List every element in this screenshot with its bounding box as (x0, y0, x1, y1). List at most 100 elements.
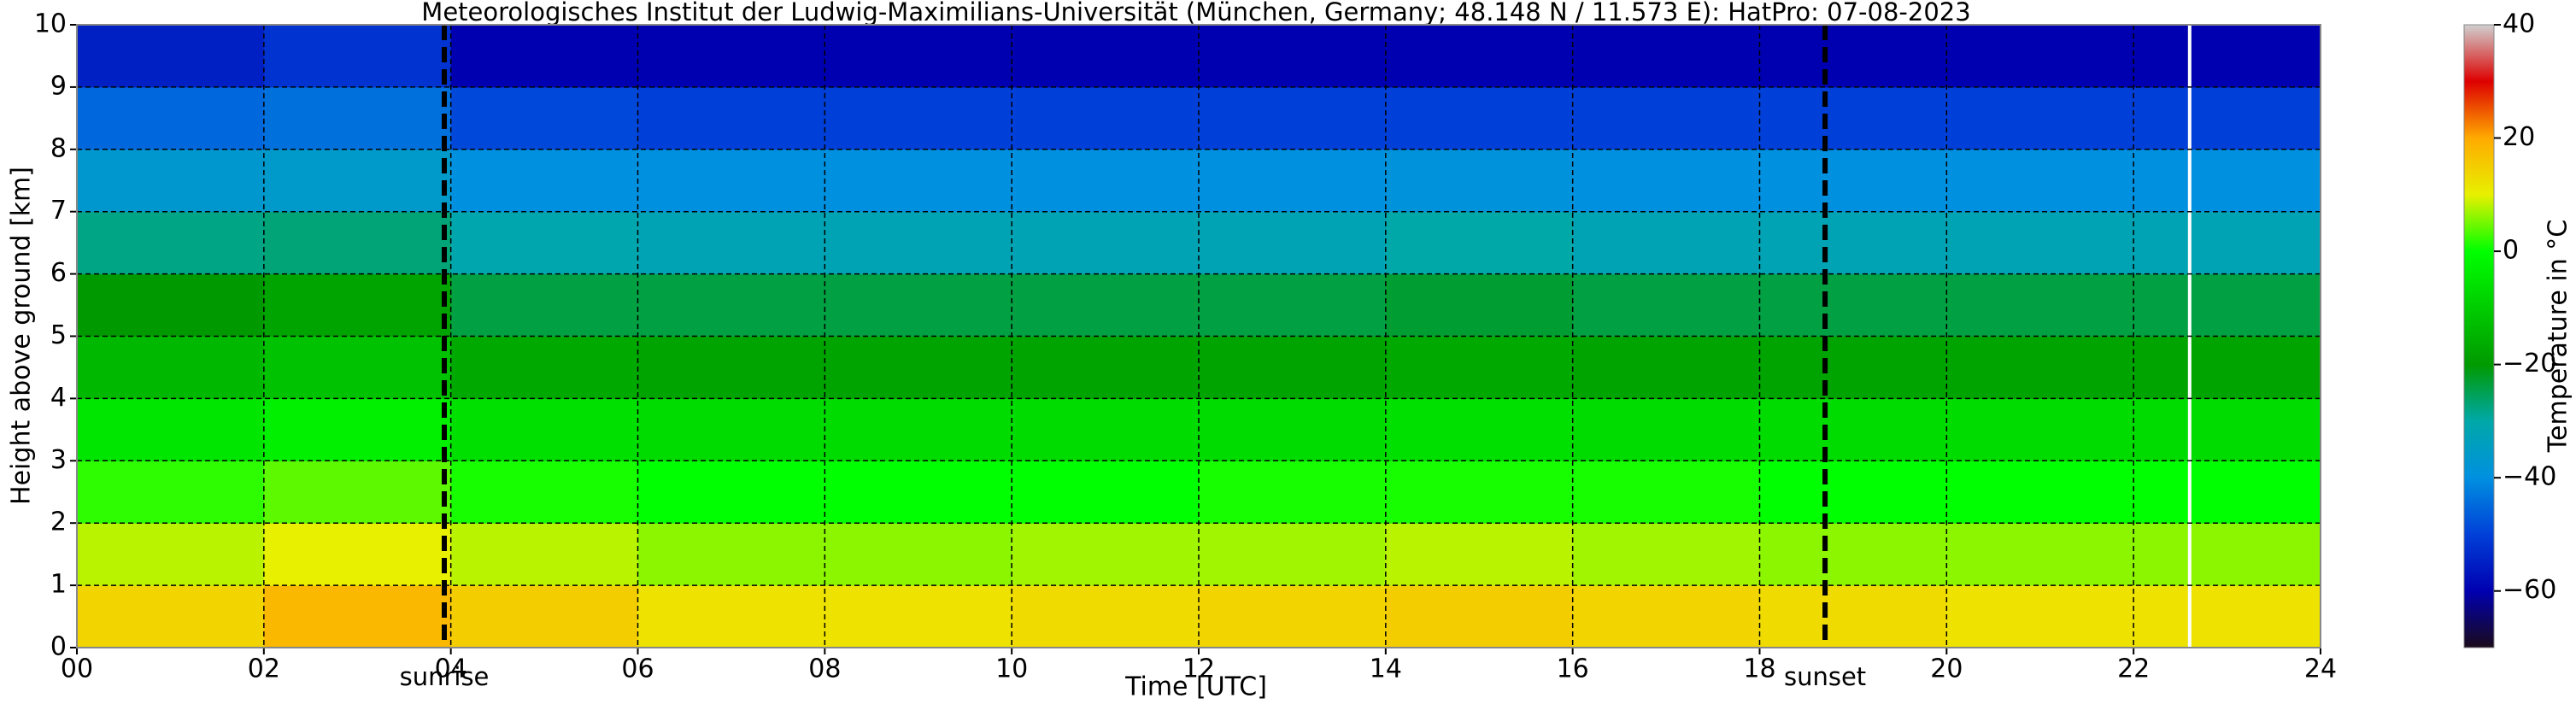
heatmap-cell (1385, 398, 1574, 461)
heatmap-cell (77, 86, 265, 150)
heatmap-cell (1012, 273, 1200, 337)
heatmap-cell (637, 149, 825, 213)
heatmap-cell (1572, 211, 1760, 275)
event-label: sunset (1784, 662, 1866, 691)
heatmap-cell (1012, 149, 1200, 213)
colorbar-tick-label: 40 (2503, 9, 2535, 39)
heatmap-cell (1385, 461, 1574, 524)
heatmap-cell (1946, 336, 2134, 399)
heatmap-cell (824, 273, 1012, 337)
heatmap-cell (1759, 398, 1947, 461)
heatmap-cell (1572, 461, 1760, 524)
heatmap-cell (637, 273, 825, 337)
heatmap-cell (1385, 273, 1574, 337)
heatmap-cell (1759, 523, 1947, 586)
heatmap-cell (1012, 398, 1200, 461)
heatmap-cell (1759, 336, 1947, 399)
heatmap-cell (1946, 86, 2134, 150)
heatmap-cell (77, 273, 265, 337)
heatmap-cell (1946, 398, 2134, 461)
heatmap-cell (263, 585, 452, 648)
y-tick-label: 0 (50, 632, 67, 662)
heatmap-cell (1012, 461, 1200, 524)
y-tick-label: 3 (50, 445, 67, 475)
heatmap-cell (1385, 86, 1574, 150)
heatmap-cell (450, 86, 638, 150)
y-tick-label: 9 (50, 71, 67, 101)
heatmap-cell (450, 585, 638, 648)
heatmap-cell (1012, 585, 1200, 648)
y-tick-label: 8 (50, 133, 67, 163)
heatmap-cell (2133, 523, 2321, 586)
heatmap-cell (1572, 149, 1760, 213)
heatmap-cell (637, 211, 825, 275)
heatmap-cell (824, 336, 1012, 399)
heatmap-cell (637, 86, 825, 150)
colorbar-tick-label: 20 (2503, 122, 2535, 152)
colorbar-tick-label: −40 (2503, 462, 2556, 492)
x-axis-label: Time [UTC] (1124, 672, 1267, 702)
heatmap-cell (2133, 336, 2321, 399)
heatmap-cell (637, 585, 825, 648)
x-tick-label: 02 (248, 654, 280, 684)
heatmap-cell (824, 25, 1012, 88)
heatmap-cell (1946, 461, 2134, 524)
heatmap-cell (263, 25, 452, 88)
heatmap-cell (1759, 25, 1947, 88)
x-tick-label: 22 (2117, 654, 2150, 684)
heatmap-cell (1759, 86, 1947, 150)
heatmap-cell (1385, 25, 1574, 88)
heatmap-cell (824, 211, 1012, 275)
x-tick-label: 14 (1370, 654, 1402, 684)
heatmap-cell (1012, 336, 1200, 399)
heatmap-cell (2133, 211, 2321, 275)
heatmap-cell (450, 461, 638, 524)
heatmap-cell (824, 149, 1012, 213)
heatmap-cell (1572, 25, 1760, 88)
heatmap-cell (263, 273, 452, 337)
heatmap-cell (263, 398, 452, 461)
heatmap-cell (1199, 336, 1387, 399)
heatmap-cell (1759, 149, 1947, 213)
heatmap-cell (1385, 336, 1574, 399)
heatmap-cell (1199, 523, 1387, 586)
heatmap-cell (77, 211, 265, 275)
event-label: sunrise (400, 662, 490, 691)
heatmap-cell (263, 523, 452, 586)
y-tick-label: 2 (50, 507, 67, 537)
heatmap-cell (1199, 461, 1387, 524)
heatmap-cell (1946, 585, 2134, 648)
colorbar-tick-label: −60 (2503, 575, 2556, 605)
heatmap-cell (637, 336, 825, 399)
heatmap-cell (1759, 211, 1947, 275)
heatmap-cell (450, 336, 638, 399)
heatmap-cell (824, 523, 1012, 586)
heatmap-cell (450, 398, 638, 461)
x-tick-label: 10 (995, 654, 1028, 684)
heatmap-cell (1385, 211, 1574, 275)
plot-frame (76, 24, 2321, 648)
heatmap-cell (1199, 86, 1387, 150)
heatmap-cell (263, 461, 452, 524)
x-tick-label: 06 (621, 654, 654, 684)
heatmap-cell (1199, 25, 1387, 88)
heatmap-cell (450, 523, 638, 586)
x-tick-label: 20 (1930, 654, 1963, 684)
y-tick-label: 5 (50, 320, 67, 350)
heatmap-cell (1572, 86, 1760, 150)
heatmap-cell (77, 25, 265, 88)
heatmap-cell (637, 523, 825, 586)
heatmap-cell (1572, 273, 1760, 337)
heatmap-cell (2133, 585, 2321, 648)
heatmap-cell (1759, 461, 1947, 524)
heatmap-cell (263, 149, 452, 213)
colorbar-tick-label: 0 (2503, 236, 2519, 266)
heatmap-cell (2133, 149, 2321, 213)
colorbar-tick-label: −20 (2503, 349, 2556, 378)
heatmap-cell (2133, 398, 2321, 461)
heatmap-cell (77, 585, 265, 648)
y-axis-label: Height above ground [km] (7, 167, 37, 505)
heatmap-cell (1012, 25, 1200, 88)
heatmap-cell (2133, 273, 2321, 337)
